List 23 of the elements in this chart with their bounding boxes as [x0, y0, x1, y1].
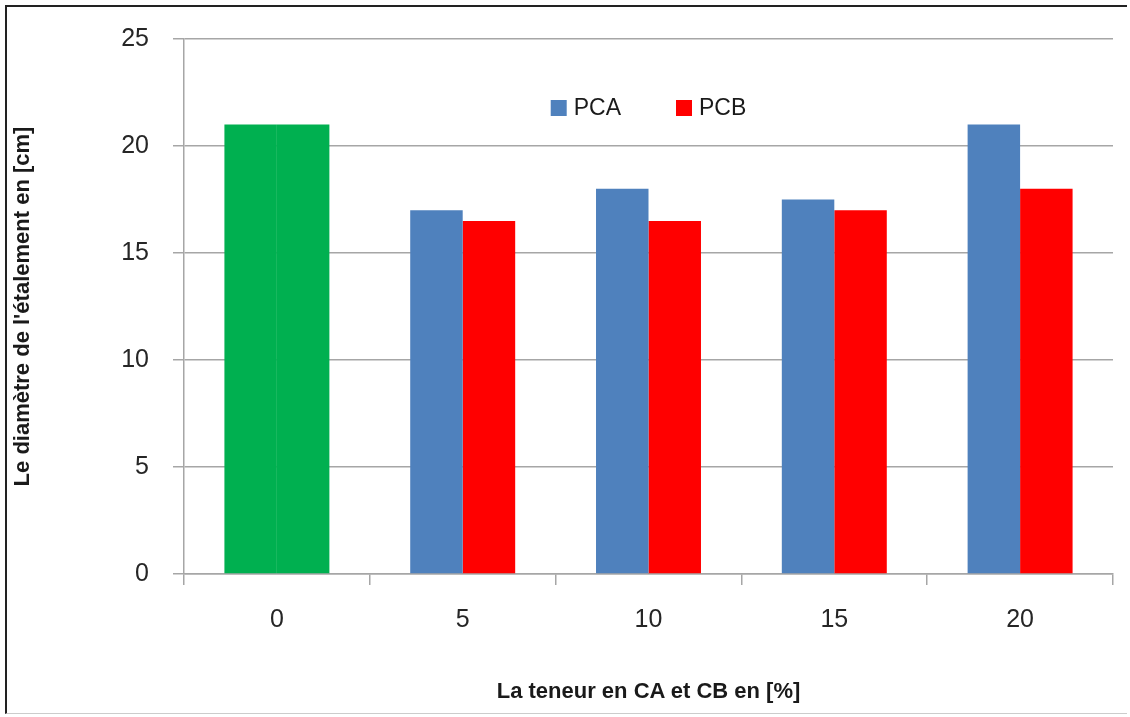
bar	[596, 188, 649, 574]
bar	[1020, 188, 1073, 574]
x-tick-label: 10	[634, 603, 663, 632]
y-tick-label: 0	[135, 557, 149, 586]
y-tick-label: 5	[135, 450, 149, 479]
y-tick-label: 10	[121, 343, 149, 372]
bar	[648, 220, 701, 574]
bar	[834, 210, 887, 574]
y-tick-label: 15	[121, 236, 149, 265]
x-axis-title: La teneur en CA et CB en [%]	[496, 677, 801, 703]
y-axis-title: Le diamètre de l'étalement en [cm]	[9, 126, 35, 487]
legend-label: PCB	[699, 94, 747, 121]
bar	[967, 124, 1021, 574]
x-tick-label: 5	[455, 603, 470, 632]
x-tick-label: 15	[820, 603, 849, 632]
y-tick-label: 20	[121, 129, 149, 158]
legend-label: PCA	[573, 94, 622, 121]
bar	[462, 220, 516, 574]
x-tick-label: 0	[269, 603, 284, 632]
bar	[410, 210, 463, 574]
x-tick-label: 20	[1006, 603, 1035, 632]
y-tick-label: 25	[121, 22, 149, 51]
bar	[781, 199, 835, 574]
